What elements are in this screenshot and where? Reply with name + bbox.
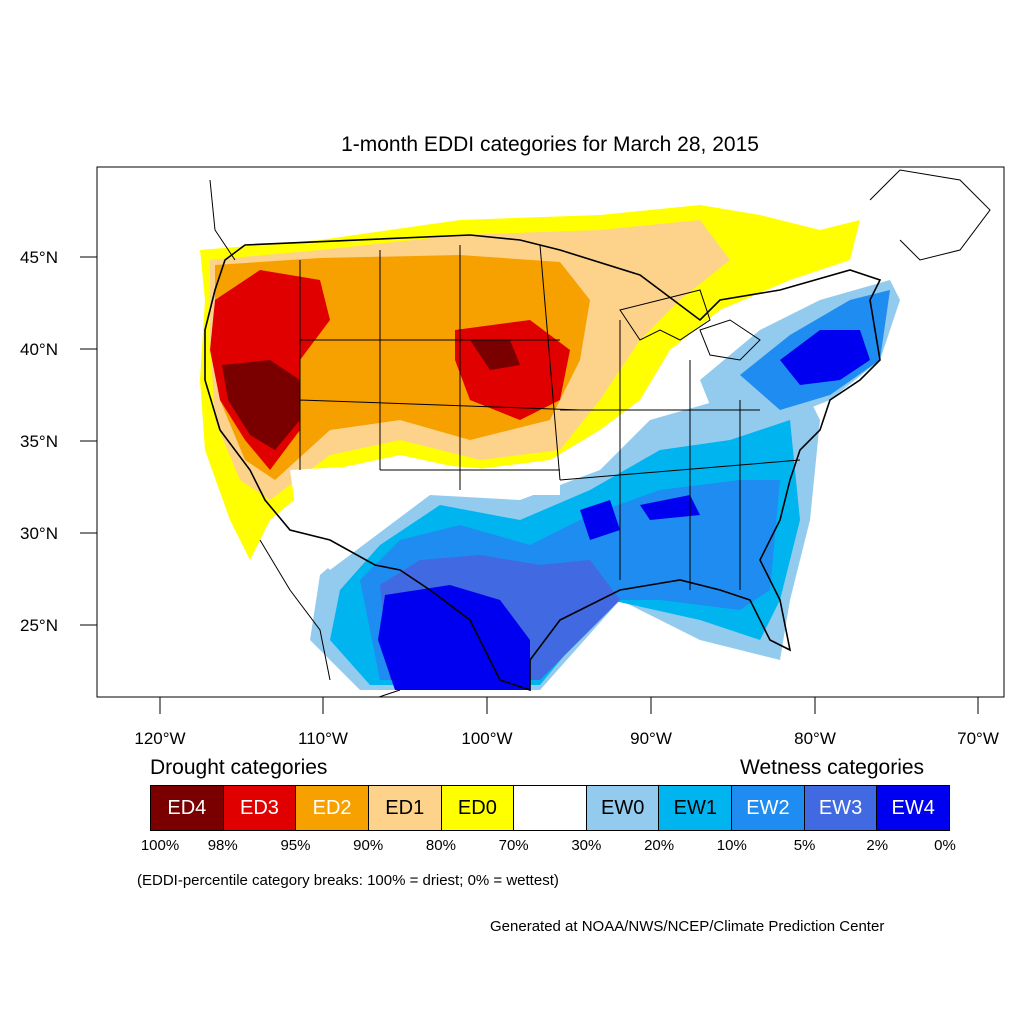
longitude-axis: 120°W 110°W 100°W 90°W 80°W 70°W: [134, 697, 999, 748]
wet-ne-ew4: [780, 330, 870, 385]
legend-box: EW2: [732, 786, 805, 830]
wet-ew4-ark: [580, 500, 620, 540]
legend-box: ED4: [151, 786, 224, 830]
credit-line: Generated at NOAA/NWS/NCEP/Climate Predi…: [490, 918, 885, 935]
lat-label: 25°N: [20, 616, 58, 635]
percentile-label: 0%: [934, 837, 956, 854]
great-lakes: [619, 289, 761, 361]
dry-ed4-west: [222, 360, 300, 450]
legend-box: ED2: [296, 786, 369, 830]
wetness-heading: Wetness categories: [740, 756, 925, 779]
percentile-label: 100%: [140, 837, 180, 854]
category-fill-layer: [200, 205, 900, 690]
percentile-label: 80%: [425, 837, 456, 854]
canada-coast: [209, 169, 991, 261]
drought-heading: Drought categories: [150, 756, 328, 779]
legend-box: EW3: [804, 786, 878, 830]
dry-ed4-plains: [470, 340, 520, 370]
legend-box: EW1: [659, 786, 733, 830]
lon-label: 100°W: [461, 729, 512, 748]
wet-ew4-tn: [640, 495, 700, 520]
percentile-label: 90%: [353, 837, 384, 854]
lon-label: 70°W: [957, 729, 999, 748]
legend-box: EW4: [877, 786, 950, 830]
lon-label: 120°W: [134, 729, 185, 748]
percentile-label: 70%: [498, 837, 529, 854]
category-legend: ED4 ED3 ED2 ED1 ED0 EW0 EW1 EW2 EW3 EW4: [150, 785, 950, 831]
lat-label: 30°N: [20, 524, 58, 543]
mexico-coast: [259, 539, 401, 697]
boundaries-layer: [204, 169, 991, 697]
category-note: (EDDI-percentile category breaks: 100% =…: [137, 872, 559, 889]
legend-box: ED3: [223, 786, 297, 830]
lat-label: 40°N: [20, 340, 58, 359]
latitude-axis: 45°N 40°N 35°N 30°N 25°N: [20, 248, 97, 635]
percentile-label: 30%: [571, 837, 602, 854]
map-frame: [96, 166, 1005, 698]
lon-label: 90°W: [630, 729, 672, 748]
lon-label: 110°W: [298, 729, 348, 748]
lon-label: 80°W: [794, 729, 836, 748]
percentile-label: 2%: [866, 837, 889, 854]
percentile-label: 20%: [644, 837, 675, 854]
white-core: [290, 465, 560, 570]
lat-label: 45°N: [20, 248, 58, 267]
percentile-label: 5%: [793, 837, 816, 854]
lat-label: 35°N: [20, 432, 58, 451]
percentile-label: 95%: [280, 837, 311, 854]
legend-box: ED1: [368, 786, 442, 830]
legend-box: ED0: [441, 786, 515, 830]
legend-box: [514, 786, 587, 830]
map-title: 1-month EDDI categories for March 28, 20…: [341, 133, 759, 156]
state-lines: [299, 244, 801, 590]
legend-box: EW0: [586, 786, 660, 830]
us-outline: [204, 234, 882, 692]
percentile-label: 10%: [716, 837, 747, 854]
percentile-label: 98%: [207, 837, 238, 854]
